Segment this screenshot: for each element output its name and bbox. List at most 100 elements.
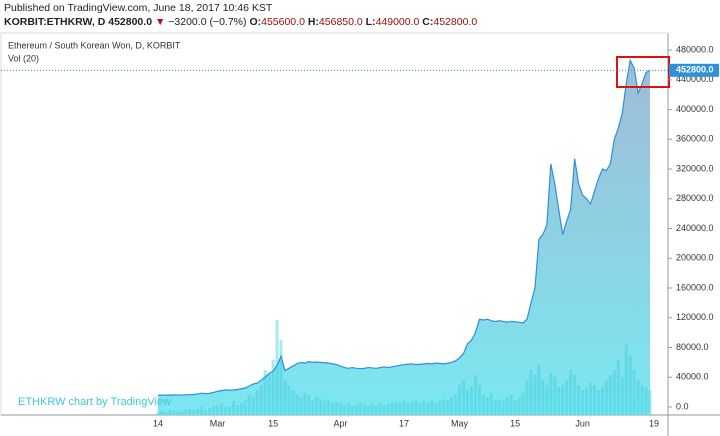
volume-bar [212,406,216,415]
y-tick-label: 280000.0 [676,193,714,203]
volume-bar [346,404,350,415]
volume-bar [366,406,370,415]
volume-bar [533,375,537,415]
volume-bar [311,400,315,415]
y-tick-label: 360000.0 [676,134,714,144]
volume-bar [219,403,223,415]
volume-bar [156,412,160,415]
legend-entry: Vol (20) [8,53,39,63]
volume-bar [339,403,343,415]
volume-bar [565,380,569,415]
volume-bar [231,401,235,415]
x-tick-label: Jun [575,418,590,428]
x-tick-label: Mar [210,418,226,428]
x-tick-label: 17 [399,418,409,428]
volume-bar [235,405,239,415]
symbol: KORBIT:ETHKRW, D [4,16,106,28]
low: 449000.0 [375,16,420,28]
volume-bar [592,385,596,415]
volume-bar [362,405,366,415]
x-tick-label: 14 [153,418,163,428]
volume-bar [358,403,362,415]
volume-bar [473,375,477,415]
volume-bar [303,393,307,415]
header: Published on TradingView.com, June 18, 2… [4,1,477,29]
volume-bar [537,365,541,415]
volume-bar [243,400,247,415]
volume-bar [497,399,501,415]
y-tick-label: 480000.0 [676,44,714,54]
volume-bar [458,385,462,415]
volume-bar [545,385,549,415]
volume-bar [446,400,450,415]
volume-bar [561,385,565,415]
volume-bar [477,385,481,415]
close-label: C: [422,16,434,28]
watermark: ETHKRW chart by TradingView [18,396,171,408]
volume-bar [402,401,406,415]
volume-bar [342,405,346,415]
volume-bar [378,403,382,415]
volume-bar [382,405,386,415]
volume-bar [386,404,390,415]
volume-bar [271,360,275,415]
volume-bar [469,387,473,415]
published-line: Published on TradingView.com, June 18, 2… [4,2,273,14]
volume-bar [549,373,553,415]
price-area [158,60,651,415]
volume-bar [208,408,212,415]
volume-bar [604,380,608,415]
low-label: L: [365,16,376,28]
volume-bar [585,387,589,415]
volume-bar [493,400,497,415]
volume-bar [251,397,255,415]
x-tick-label: May [451,418,469,428]
volume-bar [462,380,466,415]
volume-bar [513,400,517,415]
chart-title: Ethereum / South Korean Won, D, KORBIT [8,40,181,50]
volume-bar [517,398,521,415]
volume-bar [259,385,263,415]
volume-bar [620,377,624,415]
close: 452800.0 [433,16,478,28]
volume-bar [223,407,227,415]
volume-bar [616,360,620,415]
volume-bar [422,401,426,415]
high: 456850.0 [318,16,363,28]
volume-bar [394,402,398,415]
volume-bar [489,393,493,415]
volume-bar [577,385,581,415]
volume-bar [612,370,616,415]
volume-bar [279,340,283,415]
volume-bar [200,407,204,415]
volume-bar [450,397,454,415]
volume-bar [596,390,600,415]
last-price: 452800.0 [108,16,153,28]
volume-bar [600,387,604,415]
volume-bar [481,395,485,415]
volume-bar [640,385,644,415]
volume-bar [430,400,434,415]
volume-bar [180,411,184,415]
x-tick-label: Apr [334,418,348,428]
volume-bar [287,385,291,415]
volume-bar [505,397,509,415]
volume-bar [299,397,303,415]
volume-bar [196,409,200,415]
change: −3200.0 (−0.7%) [168,16,247,28]
high-label: H: [307,16,319,28]
volume-bar [323,401,327,415]
volume-bar [501,401,505,415]
marks [156,58,652,415]
volume-bar [263,370,267,415]
volume-bar [291,390,295,415]
volume-bar [636,380,640,415]
volume-bar [354,405,358,415]
price-line [157,58,651,396]
open: 455600.0 [261,16,305,28]
volume-bar [327,400,331,415]
y-tick-label: 400000.0 [676,104,714,114]
change-arrow: ▼ [154,16,166,28]
